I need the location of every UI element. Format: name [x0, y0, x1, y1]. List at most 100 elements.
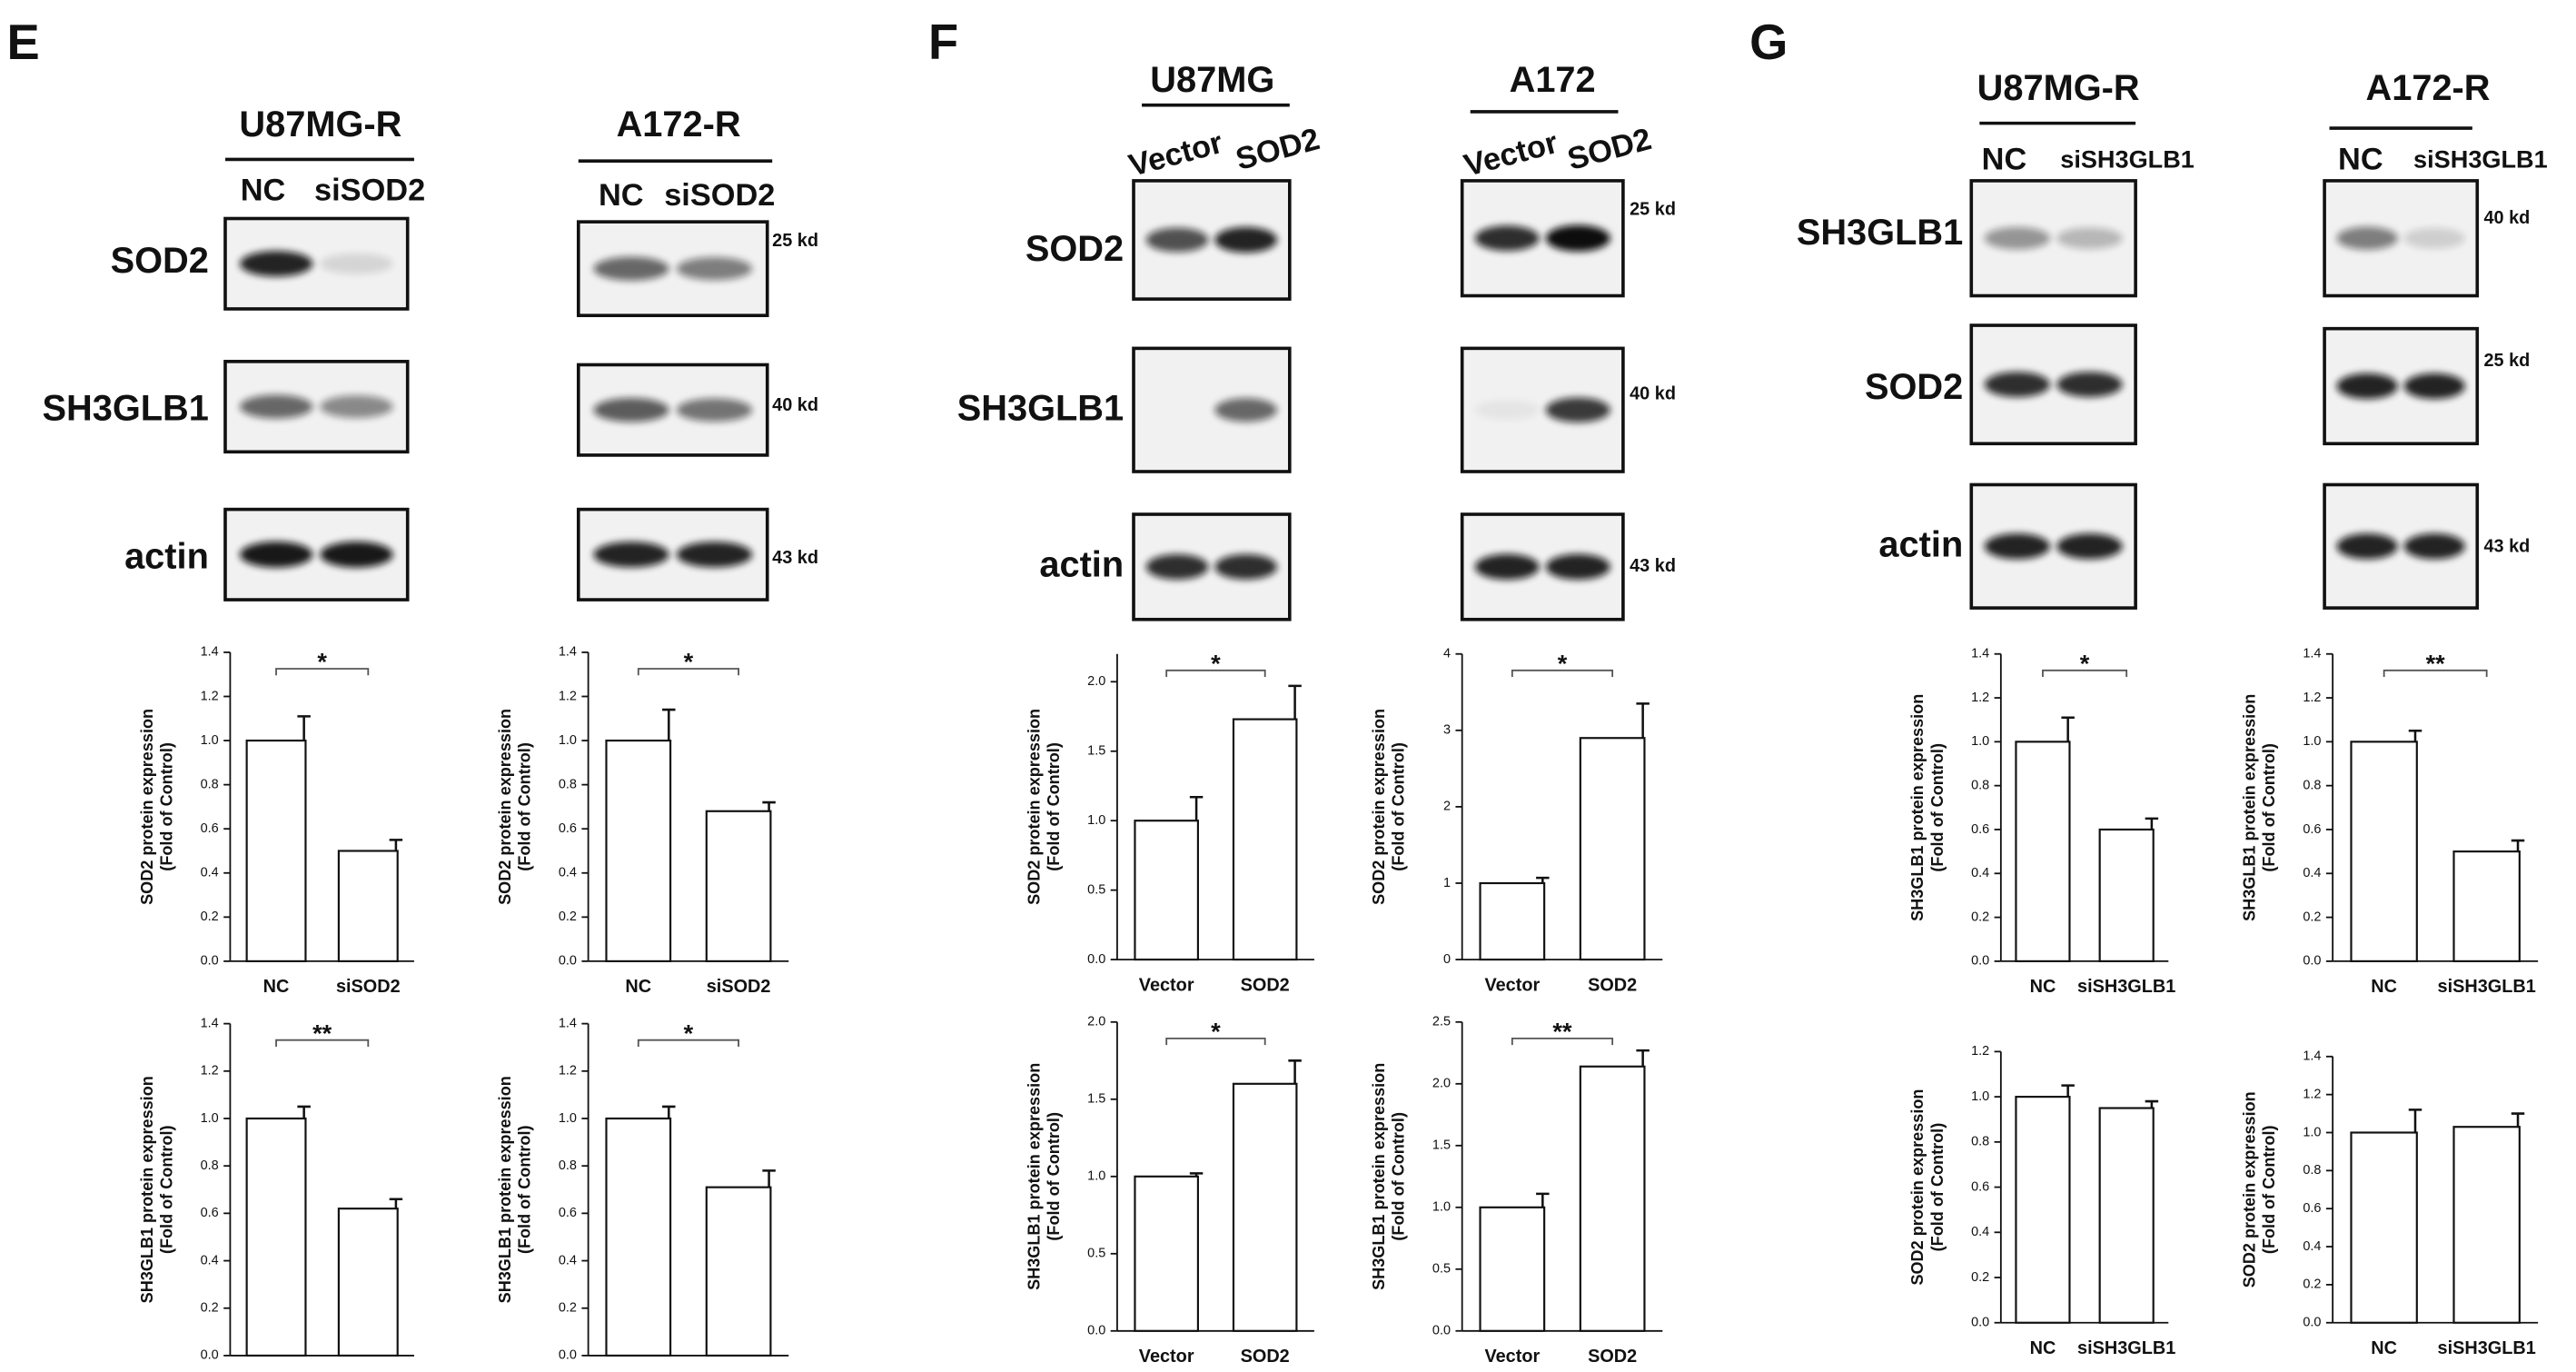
lane-label: NC: [599, 178, 644, 213]
error-bar: [2145, 1099, 2159, 1109]
significance-label: *: [1211, 1018, 1221, 1046]
error-bar: [662, 708, 676, 741]
y-tick-label: 1.4: [1971, 647, 1989, 661]
y-tick-label: 1: [1443, 876, 1451, 890]
x-tick-label: NC: [2030, 977, 2056, 997]
blot-band: [593, 397, 669, 423]
x-tick-label: Vector: [1484, 975, 1540, 995]
y-tick-label: 0.8: [201, 777, 219, 791]
blot-band: [676, 257, 753, 281]
row-label: SOD2: [1865, 367, 1963, 407]
cell-line-title: A172: [1510, 60, 1596, 100]
significance-label: **: [2426, 650, 2446, 678]
y-tick-label: 0.0: [2303, 1316, 2321, 1330]
x-tick-label: NC: [2371, 977, 2397, 997]
y-tick-label: 0.0: [1432, 1324, 1451, 1338]
blot-band: [320, 542, 393, 568]
significance-label: *: [1211, 650, 1221, 678]
y-axis-label: (Fold of Control): [157, 1125, 175, 1254]
bar: [337, 850, 399, 962]
lane-label: siSOD2: [314, 174, 425, 208]
blot-band: [2056, 372, 2123, 398]
y-tick-label: 0.2: [1971, 1270, 1989, 1285]
x-tick-label: SOD2: [1241, 975, 1290, 995]
bar: [2098, 828, 2155, 962]
y-tick-label: 0.0: [559, 1348, 577, 1363]
y-tick-label: 2.0: [1432, 1077, 1451, 1091]
y-tick-label: 0.4: [1971, 866, 1989, 880]
error-bar: [2145, 817, 2159, 830]
y-tick-label: 0: [1443, 952, 1451, 967]
blot-band: [320, 253, 393, 274]
x-tick-label: siSH3GLB1: [2438, 1338, 2536, 1358]
blot-band: [1145, 553, 1209, 580]
lane-label: siSOD2: [664, 178, 775, 213]
y-axis-label: SOD2 protein expression: [1370, 709, 1388, 905]
x-tick-label: SOD2: [1588, 1347, 1637, 1367]
y-tick-label: 1.2: [2303, 691, 2321, 705]
significance-label: *: [1558, 650, 1568, 678]
y-tick-label: 0.6: [559, 821, 577, 836]
y-axis-label: SOD2 protein expression: [1908, 1089, 1927, 1286]
y-tick-label: 2.0: [1087, 674, 1105, 689]
y-tick-label: 0.2: [2303, 1278, 2321, 1292]
y-axis-label: (Fold of Control): [1928, 743, 1947, 872]
y-tick-label: 0.5: [1087, 1247, 1105, 1261]
blot-band: [2056, 533, 2123, 560]
y-tick-label: 0.2: [1971, 910, 1989, 924]
y-tick-label: 1.5: [1087, 744, 1105, 759]
bar: [1579, 737, 1646, 961]
lane-label: siSH3GLB1: [2413, 144, 2548, 173]
y-tick-label: 1.4: [201, 645, 219, 660]
y-tick-label: 0.2: [559, 1301, 577, 1316]
y-tick-label: 0.5: [1087, 882, 1105, 897]
blot-band: [676, 398, 753, 423]
y-tick-label: 0.4: [201, 1253, 219, 1268]
blot-band: [2056, 227, 2123, 249]
blot-band: [593, 542, 669, 568]
y-tick-label: 1.2: [1971, 1044, 1989, 1059]
size-marker: 43 kd: [1630, 556, 1676, 576]
y-tick-label: 0.6: [201, 821, 219, 836]
bar: [1134, 1175, 1199, 1332]
x-tick-label: SOD2: [1588, 975, 1637, 995]
y-tick-label: 2.0: [1087, 1015, 1105, 1029]
blot-band: [1214, 398, 1278, 423]
significance-bracket: [2383, 669, 2488, 678]
y-tick-label: 1.2: [201, 689, 219, 703]
cell-line-title: U87MG: [1150, 60, 1274, 100]
y-tick-label: 1.0: [559, 1111, 577, 1126]
error-bar: [2511, 1112, 2525, 1128]
bar-chart: 0.0 0.2 0.4 0.6 0.8 1.0 1.2 1.4 SH3GLB1 protein …: [496, 1016, 789, 1372]
row-label: actin: [124, 536, 209, 576]
y-tick-label: 2.5: [1432, 1015, 1451, 1029]
y-tick-label: 0.0: [1087, 1324, 1105, 1338]
y-tick-label: 0.8: [1971, 1135, 1989, 1149]
bar: [605, 739, 672, 962]
error-bar: [389, 1198, 403, 1209]
y-tick-label: 0.6: [2303, 1201, 2321, 1216]
y-tick-label: 0.4: [1971, 1225, 1989, 1239]
error-bar: [297, 715, 311, 741]
x-tick-label: siSOD2: [707, 977, 771, 997]
y-axis-label: SH3GLB1 protein expression: [1370, 1063, 1388, 1290]
error-bar: [1288, 1059, 1302, 1084]
y-tick-label: 0.8: [559, 1158, 577, 1173]
y-tick-label: 1.2: [559, 689, 577, 703]
y-axis-label: SOD2 protein expression: [138, 709, 156, 905]
size-marker: 25 kd: [2484, 351, 2531, 371]
blot-band: [1545, 224, 1610, 252]
y-tick-label: 1.0: [2303, 734, 2321, 749]
y-tick-label: 0.6: [2303, 822, 2321, 837]
size-marker: 25 kd: [1630, 200, 1676, 220]
bar-chart: 0.0 0.2 0.4 0.6 0.8 1.0 1.2 1.4 SH3GLB1 protein …: [138, 1016, 414, 1372]
y-tick-label: 1.0: [1087, 813, 1105, 828]
x-tick-label: NC: [625, 977, 651, 997]
row-label: actin: [1039, 544, 1124, 584]
y-axis-label: SOD2 protein expression: [1025, 709, 1043, 905]
y-tick-label: 3: [1443, 723, 1451, 738]
cell-line-title: A172-R: [2366, 68, 2491, 108]
blot-band: [1145, 227, 1209, 253]
lane-label: Vector: [1125, 125, 1226, 184]
y-tick-label: 1.4: [201, 1016, 219, 1030]
